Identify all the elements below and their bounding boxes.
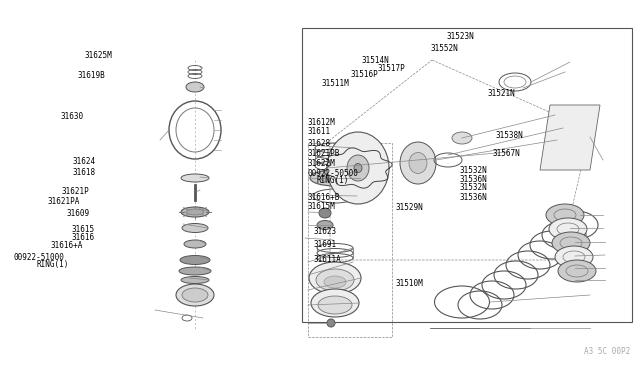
Text: 31567N: 31567N xyxy=(493,149,520,158)
Ellipse shape xyxy=(555,246,593,268)
Ellipse shape xyxy=(409,153,427,173)
Text: 31514N: 31514N xyxy=(362,56,389,65)
Text: 31517P: 31517P xyxy=(378,64,405,73)
Text: 31618: 31618 xyxy=(73,168,96,177)
Text: 31609: 31609 xyxy=(67,209,90,218)
Bar xyxy=(302,28,632,322)
Ellipse shape xyxy=(184,240,206,248)
Ellipse shape xyxy=(181,276,209,283)
Text: 31536N: 31536N xyxy=(460,174,487,183)
Text: 31616+A: 31616+A xyxy=(51,241,83,250)
Ellipse shape xyxy=(186,209,204,215)
Ellipse shape xyxy=(354,164,362,173)
Ellipse shape xyxy=(180,256,210,264)
Text: 31612M: 31612M xyxy=(307,118,335,126)
Ellipse shape xyxy=(181,174,209,182)
Text: 31621PA: 31621PA xyxy=(47,197,80,206)
Ellipse shape xyxy=(318,296,352,314)
Text: 31538N: 31538N xyxy=(496,131,524,140)
Ellipse shape xyxy=(182,288,208,302)
Text: 31615M: 31615M xyxy=(307,202,335,211)
Text: 31628: 31628 xyxy=(307,139,330,148)
Text: 31523N: 31523N xyxy=(447,32,474,41)
Text: 31532N: 31532N xyxy=(460,183,487,192)
Text: 31529N: 31529N xyxy=(396,203,423,212)
Polygon shape xyxy=(540,105,600,170)
Text: RING(1): RING(1) xyxy=(36,260,69,269)
Text: 31552N: 31552N xyxy=(431,44,458,53)
Ellipse shape xyxy=(311,289,359,317)
Text: 31691: 31691 xyxy=(314,240,337,249)
Text: 31510M: 31510M xyxy=(396,279,423,288)
Text: 31611: 31611 xyxy=(307,127,330,136)
Ellipse shape xyxy=(549,218,587,240)
Ellipse shape xyxy=(176,284,214,306)
Text: 31619B: 31619B xyxy=(78,71,106,80)
Ellipse shape xyxy=(400,142,436,184)
Ellipse shape xyxy=(327,319,335,327)
Text: 31521N: 31521N xyxy=(488,89,515,98)
Text: 31616+B: 31616+B xyxy=(307,193,340,202)
Ellipse shape xyxy=(182,224,208,232)
Ellipse shape xyxy=(347,155,369,181)
Ellipse shape xyxy=(324,276,346,288)
Ellipse shape xyxy=(452,132,472,144)
Ellipse shape xyxy=(546,204,584,226)
Ellipse shape xyxy=(319,208,331,218)
Text: 00922-50500: 00922-50500 xyxy=(307,169,358,177)
Ellipse shape xyxy=(181,207,209,217)
Text: 31615: 31615 xyxy=(72,225,95,234)
Text: 31621P: 31621P xyxy=(62,187,90,196)
Text: 31621PB: 31621PB xyxy=(307,149,340,158)
Text: 00922-51000: 00922-51000 xyxy=(13,253,64,262)
Ellipse shape xyxy=(309,262,361,294)
Ellipse shape xyxy=(316,269,354,291)
Ellipse shape xyxy=(310,170,360,186)
Text: 31516P: 31516P xyxy=(351,70,378,79)
Text: 31532N: 31532N xyxy=(460,166,487,175)
Text: 31625M: 31625M xyxy=(84,51,112,60)
Ellipse shape xyxy=(552,232,590,254)
Ellipse shape xyxy=(320,173,350,183)
Text: 31622M: 31622M xyxy=(307,158,335,167)
Text: 31630: 31630 xyxy=(60,112,83,121)
Text: RING(1): RING(1) xyxy=(317,176,349,185)
Ellipse shape xyxy=(558,260,596,282)
Text: 31511M: 31511M xyxy=(321,78,349,87)
Ellipse shape xyxy=(317,221,333,230)
Text: 31623: 31623 xyxy=(314,227,337,235)
Ellipse shape xyxy=(186,82,204,92)
Text: 31616: 31616 xyxy=(72,233,95,242)
Ellipse shape xyxy=(179,267,211,275)
Text: A3 5C 00P2: A3 5C 00P2 xyxy=(584,347,630,356)
Text: 31624: 31624 xyxy=(73,157,96,166)
Text: 31536N: 31536N xyxy=(460,193,487,202)
Ellipse shape xyxy=(327,132,389,204)
Text: 31611A: 31611A xyxy=(314,255,341,264)
